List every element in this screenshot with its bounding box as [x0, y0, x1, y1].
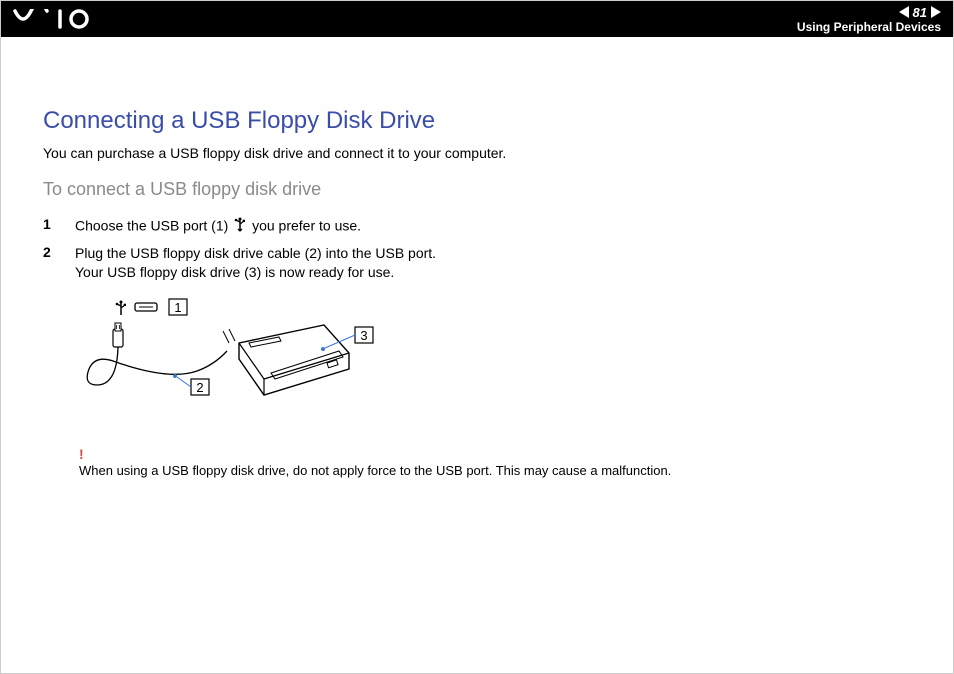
- prev-page-arrow[interactable]: [899, 6, 909, 18]
- step-text: Choose the USB port (1) you prefer to us…: [75, 216, 361, 238]
- step-number: 1: [43, 216, 55, 238]
- step-item: 2 Plug the USB floppy disk drive cable (…: [43, 244, 905, 283]
- header-nav: 81 Using Peripheral Devices: [797, 1, 941, 37]
- connection-diagram: 1 2: [79, 295, 905, 430]
- chapter-title: Using Peripheral Devices: [797, 20, 941, 34]
- callout-1: 1: [174, 300, 181, 315]
- callout-3: 3: [360, 328, 367, 343]
- step-text: Plug the USB floppy disk drive cable (2)…: [75, 244, 436, 283]
- page-content: Connecting a USB Floppy Disk Drive You c…: [1, 37, 953, 500]
- vaio-logo: [13, 1, 103, 37]
- intro-text: You can purchase a USB floppy disk drive…: [43, 145, 905, 161]
- warning-text: When using a USB floppy disk drive, do n…: [79, 463, 671, 478]
- page-title: Connecting a USB Floppy Disk Drive: [43, 107, 905, 135]
- section-subtitle: To connect a USB floppy disk drive: [43, 179, 905, 200]
- page-number: 81: [913, 5, 927, 20]
- page-header: 81 Using Peripheral Devices: [1, 1, 953, 37]
- callout-2: 2: [196, 380, 203, 395]
- warning-note: ! When using a USB floppy disk drive, do…: [79, 446, 905, 480]
- step-list: 1 Choose the USB port (1) you prefer to …: [43, 216, 905, 283]
- step-item: 1 Choose the USB port (1) you prefer to …: [43, 216, 905, 238]
- warning-icon: !: [79, 446, 671, 462]
- next-page-arrow[interactable]: [931, 6, 941, 18]
- usb-icon: [234, 216, 246, 238]
- step-number: 2: [43, 244, 55, 283]
